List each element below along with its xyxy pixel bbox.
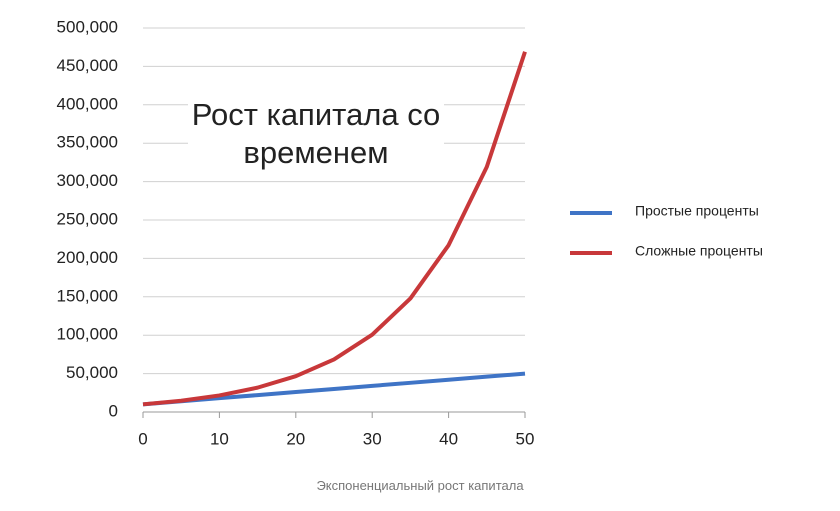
- y-tick-label: 100,000: [57, 325, 118, 344]
- x-tick-label: 20: [286, 429, 305, 448]
- x-tick-label: 30: [363, 429, 382, 448]
- legend-label: Сложные проценты: [635, 243, 763, 259]
- series-line: [142, 51, 527, 407]
- y-tick-label: 250,000: [57, 209, 118, 228]
- y-tick-label: 450,000: [57, 56, 118, 75]
- chart-title: Рост капитала со временем: [188, 92, 444, 176]
- y-tick-label: 0: [109, 401, 118, 420]
- y-tick-label: 300,000: [57, 171, 118, 190]
- y-tick-label: 500,000: [57, 17, 118, 36]
- chart: 0 50,000 100,000 150,000 200,000 250,000 300,0…: [57, 17, 763, 448]
- y-tick-label: 50,000: [66, 363, 118, 382]
- y-tick-label: 150,000: [57, 286, 118, 305]
- x-tick-label: 10: [210, 429, 229, 448]
- y-tick-label: 400,000: [57, 94, 118, 113]
- legend-label: Простые проценты: [635, 203, 759, 219]
- caption: Экспоненциальный рост капитала: [316, 478, 524, 493]
- x-tick-label: 50: [516, 429, 535, 448]
- x-tick-label: 40: [439, 429, 458, 448]
- x-tick-label: 0: [138, 429, 147, 448]
- y-tick-label: 200,000: [57, 248, 118, 267]
- y-tick-label: 350,000: [57, 133, 118, 152]
